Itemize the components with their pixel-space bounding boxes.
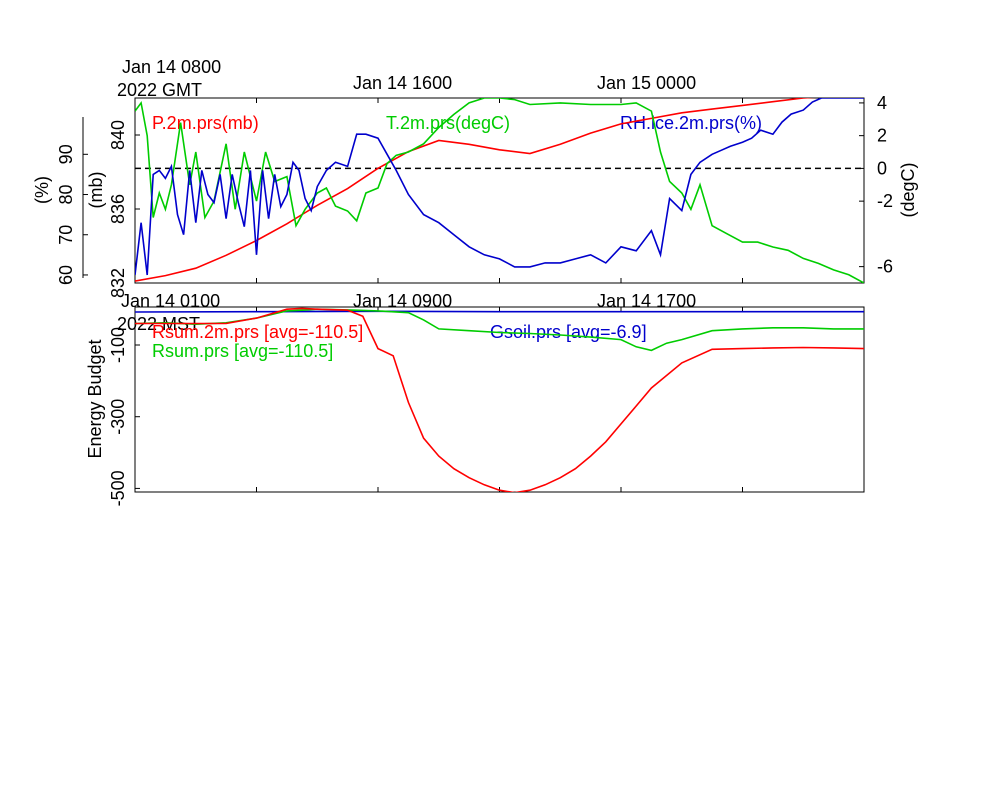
series-label-gsoil: Gsoil.prs [avg=-6.9] <box>490 322 647 342</box>
axis-label-energy-budget: Energy Budget <box>85 339 105 458</box>
mb-tick-label: 840 <box>108 120 128 150</box>
series-label-temperature: T.2m.prs(degC) <box>386 113 510 133</box>
gmt-tick-label-1: Jan 14 1600 <box>353 73 452 93</box>
degc-tick-label: 0 <box>877 158 887 178</box>
pct-tick-label: 80 <box>56 185 76 205</box>
mst-tick-label-2: Jan 14 1700 <box>597 291 696 311</box>
degc-tick-label: -2 <box>877 191 893 211</box>
energy-tick-label: -100 <box>108 327 128 363</box>
pct-tick-label: 90 <box>56 144 76 164</box>
degc-tick-label: 4 <box>877 93 887 113</box>
axis-label-degc: (degC) <box>898 162 918 217</box>
mb-tick-label: 832 <box>108 268 128 298</box>
gmt-tick-label-2: Jan 15 0000 <box>597 73 696 93</box>
degc-tick-label: -6 <box>877 257 893 277</box>
series-label-rsum: Rsum.prs [avg=-110.5] <box>152 341 333 361</box>
top-series-lines <box>135 98 864 283</box>
top-axis-ticks: 832 836 840 60 70 80 90 -6 -2 0 2 4 <box>56 93 893 298</box>
mst-tick-label-1: Jan 14 0900 <box>353 291 452 311</box>
bottom-axis-ticks: -500 -300 -100 <box>108 307 743 506</box>
top-series-line-1 <box>135 98 864 283</box>
bottom-series-lines <box>135 307 864 492</box>
axis-label-mb: (mb) <box>86 172 106 209</box>
pct-tick-label: 60 <box>56 265 76 285</box>
series-label-rh-ice: RH.ice.2m.prs(%) <box>620 113 762 133</box>
top-series-line-2 <box>135 98 864 276</box>
mb-tick-label: 836 <box>108 194 128 224</box>
gmt-date-line1: Jan 14 0800 <box>122 57 221 77</box>
mst-date-line1: Jan 14 0100 <box>121 291 220 311</box>
pct-tick-label: 70 <box>56 225 76 245</box>
energy-tick-label: -500 <box>108 470 128 506</box>
series-label-rsum-2m: Rsum.2m.prs [avg=-110.5] <box>152 322 363 342</box>
energy-tick-label: -300 <box>108 399 128 435</box>
axis-label-pct: (%) <box>32 176 52 204</box>
degc-tick-label: 2 <box>877 126 887 146</box>
bottom-series-line-1 <box>135 308 864 352</box>
gmt-date-line2: 2022 GMT <box>117 80 202 100</box>
series-label-pressure: P.2m.prs(mb) <box>152 113 259 133</box>
top-series-line-0 <box>135 98 817 282</box>
bottom-series-line-0 <box>135 307 864 492</box>
bottom-series-line-2 <box>135 310 864 313</box>
